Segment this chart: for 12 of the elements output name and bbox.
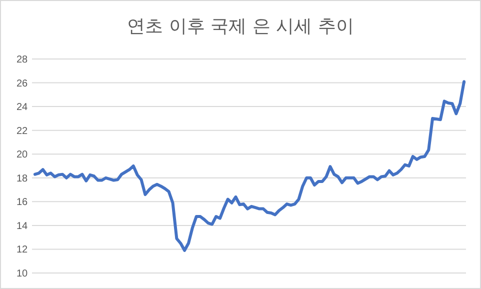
y-tick-label: 18	[16, 173, 28, 184]
y-tick-label: 22	[16, 126, 28, 137]
y-tick-label: 10	[16, 268, 28, 280]
y-tick-label: 26	[16, 78, 28, 90]
y-tick-label: 24	[16, 102, 28, 114]
y-tick-label: 28	[16, 54, 28, 66]
line-series	[33, 80, 466, 252]
y-tick-label: 12	[16, 244, 28, 256]
y-tick-label: 16	[16, 197, 28, 208]
chart-title: 연초 이후 국제 은 시세 추이	[127, 16, 354, 37]
y-tick-label: 14	[16, 220, 28, 232]
y-tick-label: 20	[16, 150, 28, 161]
